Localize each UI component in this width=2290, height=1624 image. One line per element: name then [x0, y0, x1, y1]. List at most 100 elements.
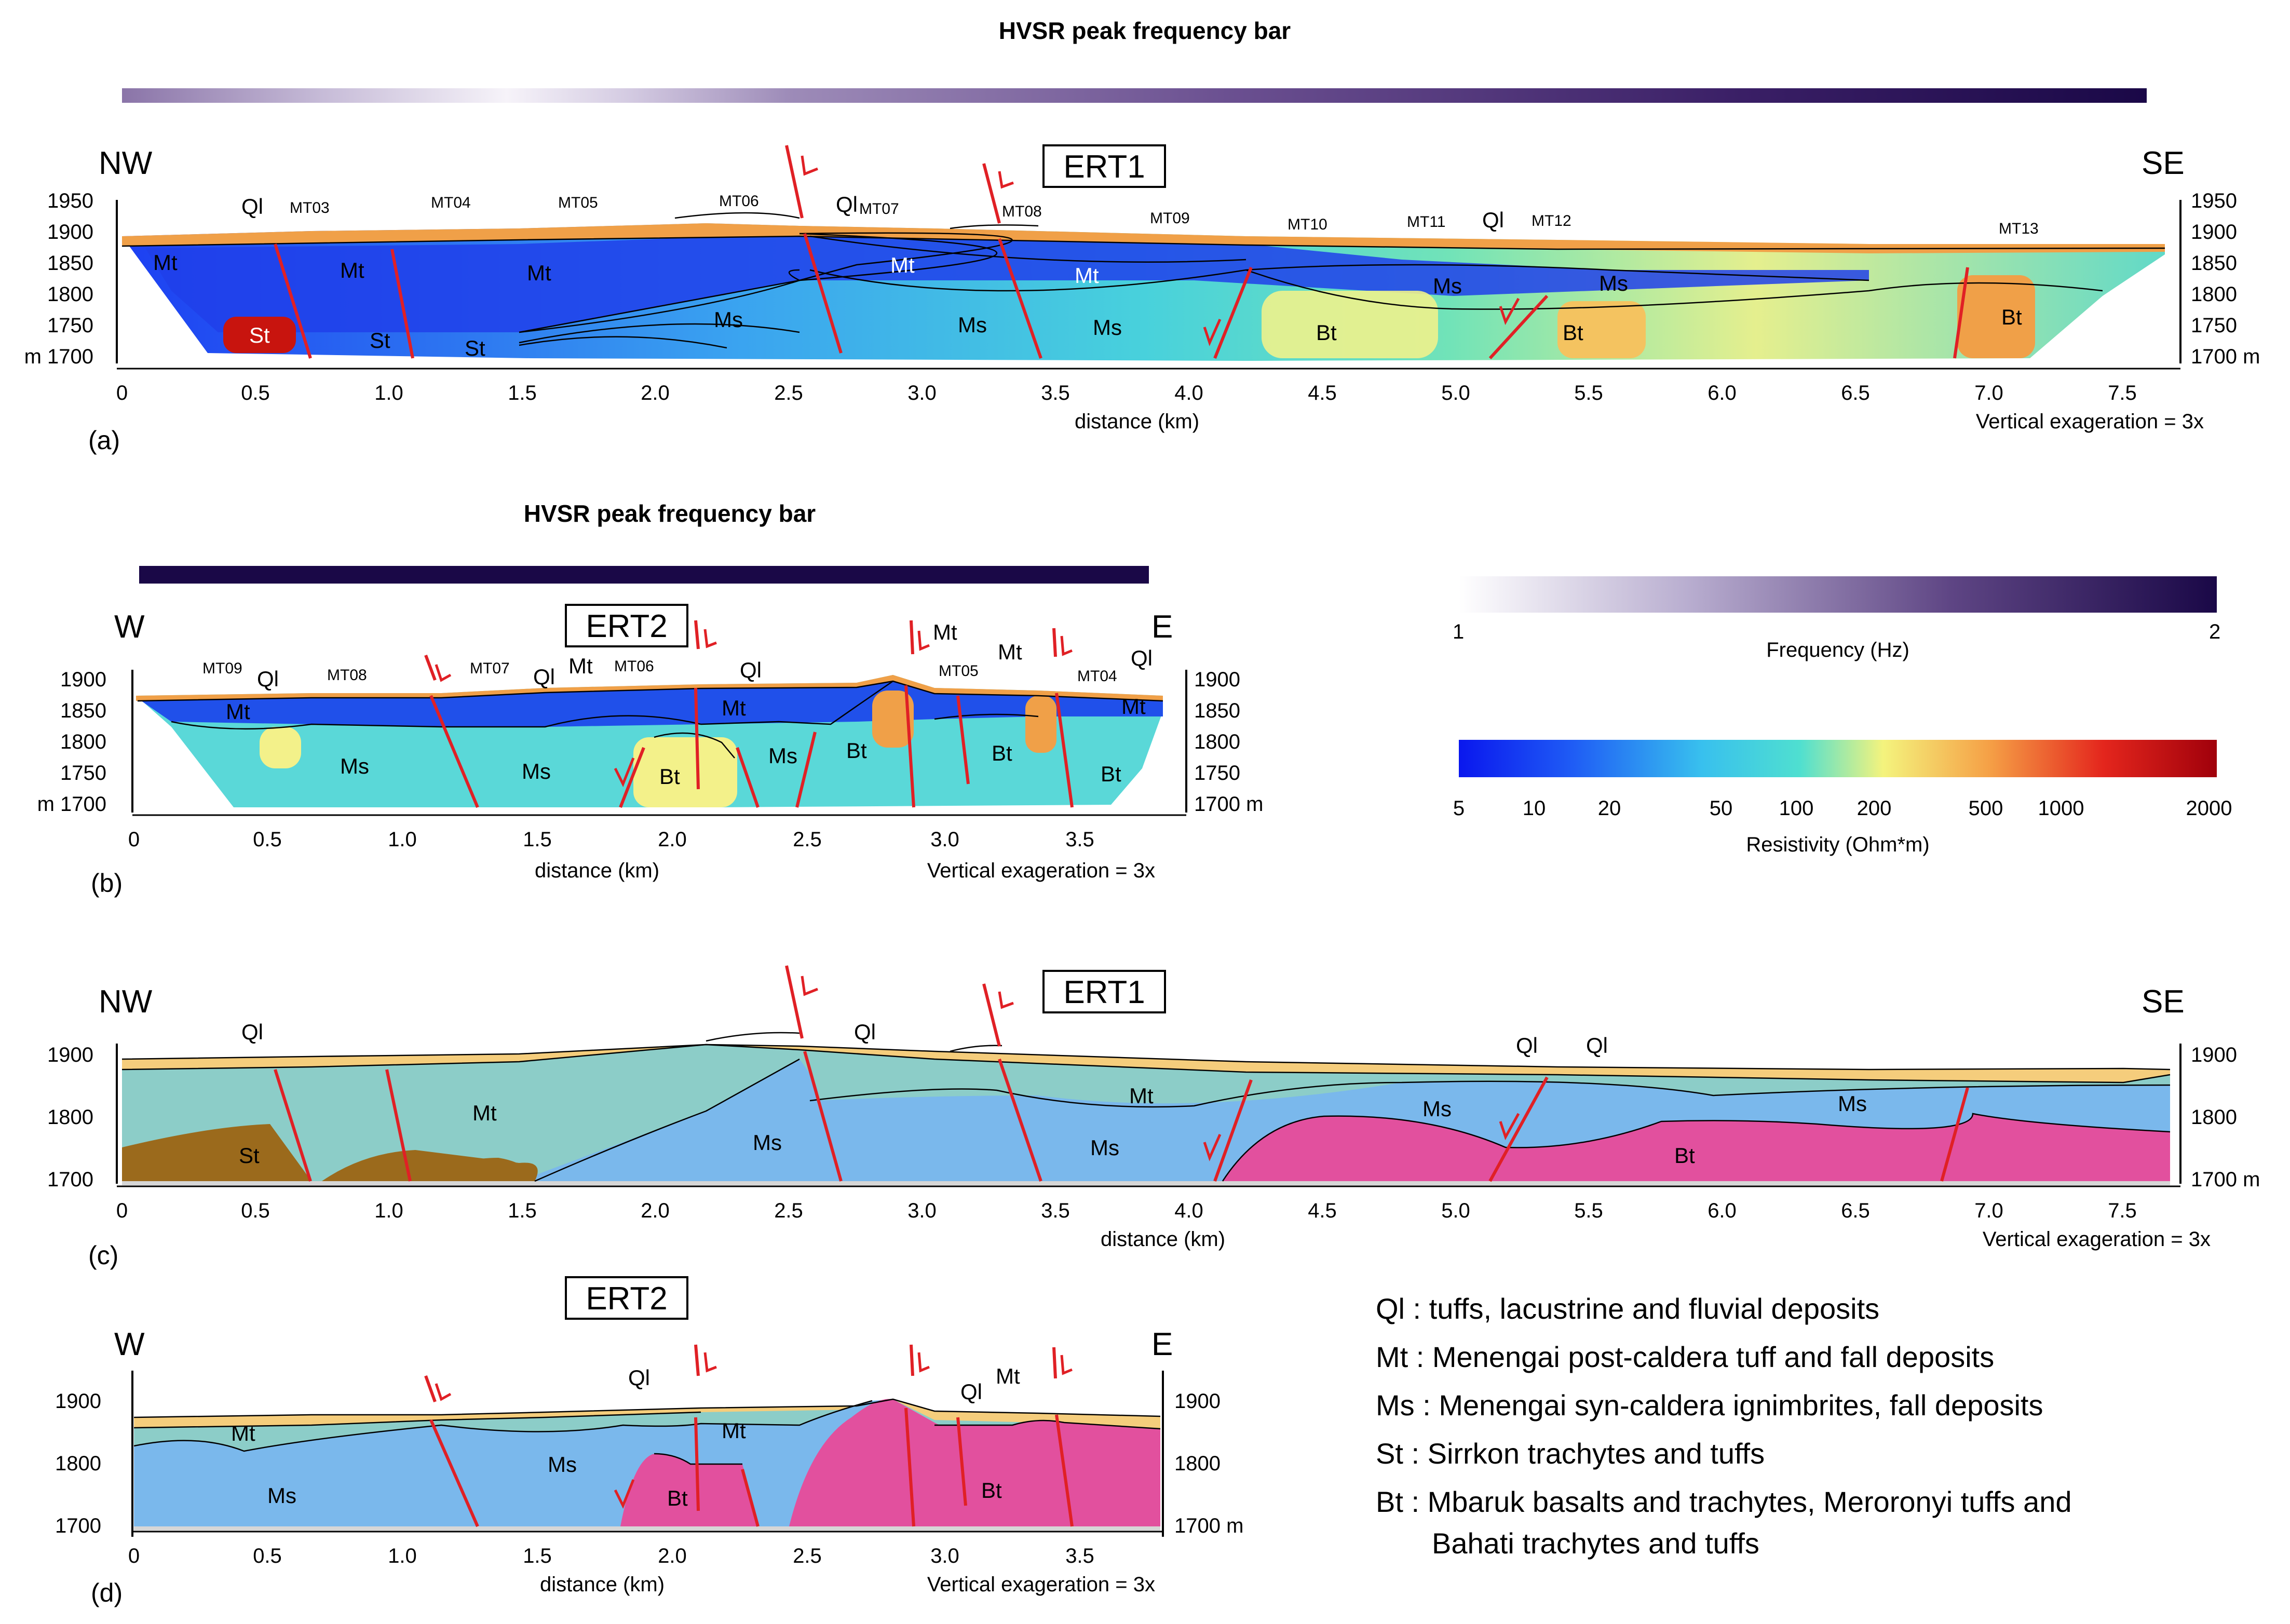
- legend-ms: Ms : Menengai syn-caldera ignimbrites, f…: [1376, 1389, 2043, 1422]
- frequency-min-label: 1: [1453, 620, 1464, 643]
- svg-text:Ms: Ms: [340, 754, 369, 778]
- svg-text:1.0: 1.0: [374, 382, 403, 404]
- panel-c-faults: [274, 965, 1969, 1182]
- panel-d-boundaries: [133, 1398, 1161, 1465]
- svg-text:1800: 1800: [2191, 1106, 2237, 1129]
- svg-text:1.5: 1.5: [523, 1545, 552, 1567]
- svg-text:St: St: [370, 328, 390, 353]
- svg-text:1800: 1800: [1194, 730, 1240, 753]
- panel-a-vex: Vertical exageration = 3x: [1976, 410, 2204, 433]
- svg-text:1900: 1900: [47, 221, 93, 243]
- svg-text:1700: 1700: [55, 1514, 101, 1537]
- svg-text:0: 0: [116, 382, 128, 404]
- svg-text:Bt: Bt: [1674, 1143, 1695, 1168]
- panel-d-right-dir: E: [1151, 1327, 1173, 1362]
- panel-d-units: Ql Ql Mt Mt Mt Ms Ms Bt Bt: [231, 1364, 1020, 1510]
- svg-text:Mt: Mt: [890, 253, 915, 277]
- svg-text:0.5: 0.5: [253, 1545, 282, 1567]
- panel-c-vex: Vertical exageration = 3x: [1983, 1228, 2211, 1251]
- panel-b: W E ERT2 1900 1850 1800 1750 m 1700 1900…: [37, 604, 1263, 898]
- svg-text:1750: 1750: [60, 762, 106, 784]
- svg-text:2.5: 2.5: [793, 828, 822, 851]
- svg-text:3.5: 3.5: [1041, 1199, 1070, 1222]
- svg-text:Ms: Ms: [753, 1130, 782, 1155]
- panel-a-yaxis-right: 1950 1900 1850 1800 1750 1700 m: [2191, 190, 2260, 368]
- svg-text:St: St: [249, 323, 270, 347]
- svg-text:Mt: Mt: [996, 1364, 1020, 1388]
- panel-b-left-dir: W: [114, 609, 145, 645]
- panel-a-ert-bt-high2: [1557, 301, 1646, 358]
- svg-text:Ql: Ql: [1131, 646, 1153, 670]
- svg-text:3.0: 3.0: [930, 1545, 959, 1567]
- panel-d-xaxis: 0 0.5 1.0 1.5 2.0 2.5 3.0 3.5: [128, 1545, 1094, 1567]
- panel-c-left-dir: NW: [99, 984, 153, 1020]
- panel-d-bt-layer: [620, 1399, 1160, 1526]
- panel-d-yaxis-right: 1900 1800 1700 m: [1174, 1390, 1243, 1537]
- panel-a-label: (a): [88, 426, 120, 455]
- svg-text:1800: 1800: [2191, 283, 2237, 306]
- svg-text:4.5: 4.5: [1308, 382, 1337, 404]
- svg-text:Mt: Mt: [568, 654, 593, 678]
- svg-text:1700 m: 1700 m: [1174, 1514, 1243, 1537]
- svg-text:5.0: 5.0: [1441, 1199, 1470, 1222]
- panel-c-label: (c): [88, 1241, 118, 1270]
- svg-text:7.0: 7.0: [1974, 1199, 2003, 1222]
- panel-a-right-dir: SE: [2142, 145, 2185, 181]
- svg-text:50: 50: [1710, 797, 1733, 820]
- panel-d-profile-label: ERT2: [586, 1281, 667, 1317]
- legend-ql: Ql : tuffs, lacustrine and fluvial depos…: [1376, 1292, 1879, 1325]
- panel-c-xlabel: distance (km): [1101, 1228, 1225, 1251]
- station-label: MT09: [1150, 210, 1190, 227]
- panel-b-fault-arrows: [435, 629, 1073, 788]
- panel-b-vex: Vertical exageration = 3x: [927, 859, 1155, 882]
- svg-text:1950: 1950: [2191, 190, 2237, 212]
- svg-text:Ql: Ql: [1482, 208, 1504, 232]
- svg-text:200: 200: [1857, 797, 1892, 820]
- panel-c-boundaries: [121, 1032, 2171, 1182]
- svg-text:Bt: Bt: [1563, 320, 1583, 345]
- svg-text:1900: 1900: [1174, 1390, 1221, 1413]
- svg-text:Ql: Ql: [257, 667, 279, 691]
- station-label: MT11: [1407, 213, 1445, 231]
- svg-text:Bt: Bt: [992, 741, 1012, 765]
- panel-b-boundaries: [137, 680, 1163, 759]
- panel-a-left-dir: NW: [99, 145, 153, 181]
- svg-text:Ql: Ql: [1586, 1033, 1608, 1058]
- station-label: MT04: [431, 194, 471, 211]
- svg-text:Mt: Mt: [472, 1101, 497, 1125]
- station-label: MT10: [1288, 216, 1327, 233]
- svg-text:3.0: 3.0: [907, 382, 937, 404]
- svg-text:St: St: [239, 1143, 260, 1168]
- svg-text:Ql: Ql: [533, 665, 555, 689]
- svg-text:6.0: 6.0: [1708, 382, 1737, 404]
- svg-text:Bt: Bt: [846, 738, 867, 763]
- svg-text:1.5: 1.5: [508, 382, 537, 404]
- svg-text:Ql: Ql: [241, 194, 263, 219]
- panel-a-ert-bt-high1: [1262, 291, 1438, 358]
- panel-c: NW SE ERT1 1900 1800 1700 1900 1800 1700…: [47, 965, 2260, 1270]
- svg-text:1900: 1900: [47, 1044, 93, 1066]
- svg-text:1800: 1800: [1174, 1452, 1221, 1475]
- svg-text:5.0: 5.0: [1441, 382, 1470, 404]
- svg-text:0.5: 0.5: [253, 828, 282, 851]
- svg-text:3.5: 3.5: [1065, 828, 1094, 851]
- svg-text:1850: 1850: [60, 699, 106, 722]
- panel-a-ert-near-surface: [122, 223, 2165, 253]
- svg-text:Mt: Mt: [1075, 263, 1099, 288]
- panel-a-stations: MT03 MT04 MT05 MT06 MT07 MT08 MT09 MT10 …: [290, 193, 2039, 237]
- svg-text:Mt: Mt: [527, 261, 551, 285]
- panel-c-profile-box: [1042, 970, 1166, 1013]
- svg-text:3.0: 3.0: [930, 828, 959, 851]
- svg-text:Mt: Mt: [153, 250, 178, 275]
- panel-b-profile-box: [565, 604, 688, 647]
- svg-text:1900: 1900: [55, 1390, 101, 1413]
- svg-text:1.0: 1.0: [388, 1545, 417, 1567]
- frequency-max-label: 2: [2209, 620, 2220, 643]
- svg-text:1.0: 1.0: [374, 1199, 403, 1222]
- frequency-colorbar: 1 2 Frequency (Hz): [1453, 576, 2220, 661]
- svg-text:3.5: 3.5: [1041, 382, 1070, 404]
- panel-c-units: Ql Ql Ql Ql Mt Mt Ms Ms Ms Ms St Bt: [239, 1020, 1867, 1168]
- svg-text:Mt: Mt: [340, 258, 364, 282]
- hvsr-bar-mid: [139, 566, 1149, 584]
- svg-text:5.5: 5.5: [1574, 1199, 1603, 1222]
